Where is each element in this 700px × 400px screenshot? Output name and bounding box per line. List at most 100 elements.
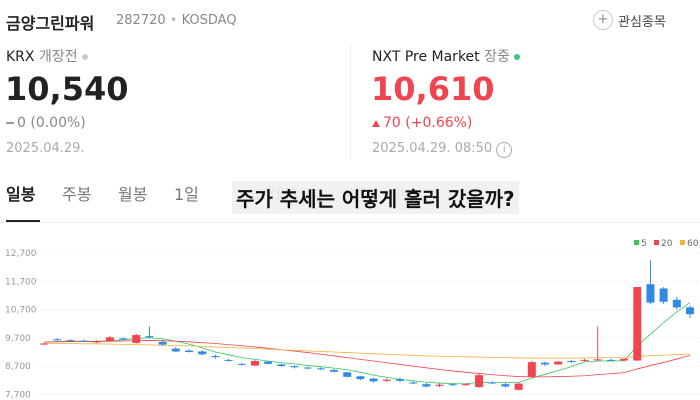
candle-body bbox=[224, 359, 233, 361]
y-tick-label: 10,700 bbox=[5, 306, 37, 316]
status-dot bbox=[82, 54, 89, 60]
tab[interactable]: 주봉 bbox=[62, 185, 92, 204]
candle-body bbox=[211, 355, 220, 358]
legend-label: 20 bbox=[661, 239, 673, 249]
legend-swatch bbox=[634, 240, 639, 245]
candle-body bbox=[395, 379, 404, 381]
up-icon bbox=[372, 120, 380, 127]
divider bbox=[350, 44, 351, 160]
krx-label: KRX bbox=[6, 49, 35, 65]
y-tick-label: 11,700 bbox=[5, 277, 37, 287]
chart: 12,700 11,700 10,700 9,700 8,700 7,700 5 20 60 bbox=[5, 239, 700, 400]
tab-border bbox=[0, 222, 700, 223]
candle-body bbox=[277, 364, 286, 367]
nxt-status: 장중 bbox=[484, 49, 510, 65]
candle-body bbox=[659, 288, 668, 302]
candle-body bbox=[171, 348, 180, 352]
status-dot bbox=[514, 54, 521, 60]
candle-body bbox=[409, 382, 418, 384]
candle-body bbox=[369, 378, 378, 382]
moving-average bbox=[44, 343, 691, 359]
krx-date: 2025.04.29. bbox=[6, 141, 85, 156]
stock-code: 282720 bbox=[116, 13, 166, 28]
candle-body bbox=[422, 384, 431, 387]
candle-body bbox=[145, 336, 154, 338]
candle-body bbox=[356, 376, 365, 380]
candle-body bbox=[343, 372, 352, 377]
y-tick-label: 7,700 bbox=[5, 390, 31, 400]
candle-body bbox=[132, 335, 141, 343]
legend-label: 5 bbox=[641, 239, 647, 249]
watch-label: 관심종목 bbox=[618, 14, 666, 30]
tab[interactable]: 일봉 bbox=[6, 185, 36, 204]
tab-underline bbox=[6, 220, 40, 222]
candle-body bbox=[554, 361, 563, 365]
candle-body bbox=[593, 359, 602, 361]
nxt-date: 2025.04.29. 08:50 bbox=[372, 141, 493, 156]
legend-swatch bbox=[654, 240, 659, 245]
nxt-label-line: NXT Pre Market 장중 bbox=[372, 46, 521, 66]
candle-body bbox=[105, 337, 114, 342]
moving-average bbox=[43, 340, 691, 378]
y-tick-label: 12,700 bbox=[5, 249, 37, 259]
candle-body bbox=[461, 384, 470, 386]
candle-body bbox=[40, 343, 48, 345]
candle-body bbox=[316, 368, 325, 370]
nxt-date-line: 2025.04.29. 08:50 i bbox=[372, 141, 513, 158]
y-tick-label: 9,700 bbox=[5, 334, 31, 344]
candle-body bbox=[303, 367, 312, 369]
candle-body bbox=[79, 340, 88, 342]
candle-body bbox=[475, 375, 484, 388]
plus-icon: + bbox=[593, 10, 613, 30]
candle-body bbox=[606, 359, 615, 361]
krx-change-line: 0 (0.00%) bbox=[6, 115, 86, 131]
candle-body bbox=[448, 384, 457, 386]
candle-body bbox=[540, 362, 549, 365]
candle-body bbox=[580, 359, 589, 361]
candle-body bbox=[158, 341, 167, 345]
candle-body bbox=[330, 370, 339, 372]
candle-body bbox=[185, 350, 194, 352]
y-tick-label: 8,700 bbox=[5, 362, 31, 372]
candle-body bbox=[290, 366, 299, 368]
candle-body bbox=[237, 363, 246, 365]
stock-code-line: 282720 • KOSDAQ bbox=[116, 13, 237, 28]
legend-swatch bbox=[680, 240, 685, 245]
watch-button[interactable]: + 관심종목 bbox=[593, 10, 666, 30]
candle-body bbox=[672, 299, 681, 308]
candle-body bbox=[53, 339, 62, 341]
candle-body bbox=[382, 379, 391, 381]
legend-label: 60 bbox=[687, 239, 699, 249]
nxt-change-line: 70 (+0.66%) bbox=[372, 115, 472, 131]
candle-body bbox=[514, 383, 523, 390]
candle-body bbox=[620, 358, 629, 361]
candle-body bbox=[488, 382, 497, 384]
candle-body bbox=[250, 361, 259, 366]
overlay-caption: 주가 추세는 어떻게 흘러 갔을까? bbox=[232, 181, 519, 214]
moving-average bbox=[43, 302, 691, 385]
flat-icon bbox=[6, 122, 14, 124]
krx-label-line: KRX 개장전 bbox=[6, 46, 89, 66]
candle-body bbox=[119, 338, 128, 340]
tab[interactable]: 월봉 bbox=[118, 185, 148, 204]
candle-body bbox=[264, 361, 273, 364]
candle-body bbox=[66, 340, 75, 342]
candle-body bbox=[686, 307, 694, 315]
candle-body bbox=[435, 384, 444, 386]
candle-body bbox=[198, 351, 207, 355]
stock-name: 금양그린파워 bbox=[6, 14, 95, 33]
candle-body bbox=[633, 287, 642, 361]
candle-body bbox=[567, 361, 576, 363]
info-icon: i bbox=[496, 142, 513, 158]
candle-body bbox=[92, 341, 101, 343]
nxt-price: 10,610 bbox=[371, 70, 495, 108]
krx-price: 10,540 bbox=[5, 70, 129, 108]
nxt-change: 70 (+0.66%) bbox=[383, 115, 473, 131]
candle-body bbox=[501, 384, 510, 387]
market: KOSDAQ bbox=[181, 13, 237, 28]
tab[interactable]: 1일 bbox=[174, 185, 199, 204]
candle-body bbox=[646, 284, 655, 303]
separator: • bbox=[169, 13, 178, 28]
nxt-label: NXT Pre Market bbox=[372, 49, 480, 65]
